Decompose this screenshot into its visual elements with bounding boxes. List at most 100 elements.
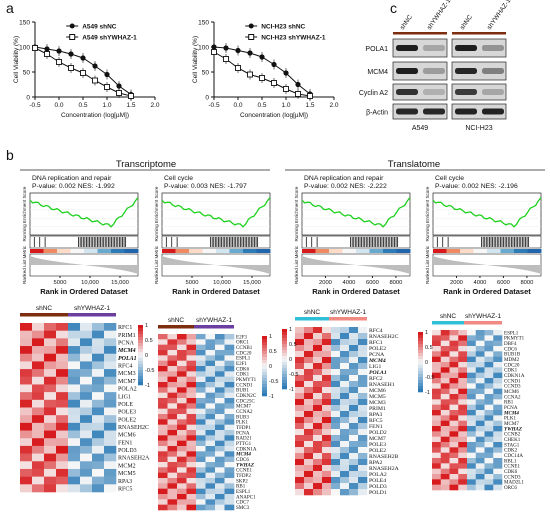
enrichment-plot-frame — [161, 192, 271, 236]
heatmap-cell — [467, 351, 477, 357]
gene-label: RNASEH1 — [369, 382, 395, 388]
heatmap-cell — [440, 474, 450, 480]
heatmap-cell — [177, 350, 187, 356]
gene-label: CCND3 — [504, 384, 521, 390]
heatmap-cell — [322, 477, 332, 484]
heatmap-cell — [467, 399, 477, 405]
rank-axis-label: Rank in Ordered Dataset — [40, 287, 128, 296]
protein-band — [423, 108, 445, 115]
heatmap-cell — [313, 411, 323, 418]
heatmap-cell — [295, 453, 305, 460]
heatmap-cell — [331, 387, 341, 394]
heatmap-cell — [304, 489, 314, 496]
heatmap-cell — [68, 438, 81, 447]
heatmap-cell — [322, 429, 332, 436]
heatmap-cell — [32, 476, 45, 485]
heatmap-cell — [340, 429, 350, 436]
heatmap-cell — [104, 361, 117, 370]
colorbar-segment — [138, 343, 143, 347]
heatmap-cell — [44, 369, 57, 378]
group-label-nc: shNC — [36, 305, 53, 312]
heatmap-cell — [167, 376, 178, 383]
heatmap-cell — [32, 468, 45, 477]
heatmap-cell — [215, 494, 225, 500]
gene-label: POLE3 — [118, 410, 136, 416]
group-label-kd: shYWHAZ-1 — [196, 317, 233, 324]
heatmap-cell — [186, 430, 197, 436]
rank-tick-label: 10,000 — [213, 280, 231, 286]
heatmap-cell — [449, 431, 459, 437]
heatmap-cell — [158, 424, 168, 431]
heatmap-cell — [186, 387, 197, 393]
heatmap-cell — [458, 415, 468, 421]
heatmap-cell — [313, 489, 323, 496]
heatmap-cell — [484, 431, 494, 437]
heatmap-cell — [80, 361, 93, 370]
colorbar-segment — [262, 387, 267, 391]
heatmap-cell — [56, 422, 69, 431]
colorbar-segment — [138, 367, 143, 371]
heatmap-cell — [358, 459, 368, 466]
colorbar-label: -1 — [425, 390, 430, 396]
transcriptome-title: Transcriptome — [116, 159, 176, 170]
colorbar-segment — [138, 373, 143, 377]
ranked-metric-area — [433, 256, 541, 274]
heatmap-cell — [322, 381, 332, 388]
colorbar-segment — [262, 354, 267, 358]
gene-label: MCM4 — [368, 358, 386, 364]
group-bar-kd — [464, 321, 502, 325]
heatmap-cell — [104, 346, 117, 355]
heatmap-cell — [440, 394, 450, 400]
heatmap-cell — [449, 474, 459, 480]
colorbar-label: 0 — [145, 353, 148, 359]
heatmap-cell — [349, 327, 359, 334]
heatmap-cell — [493, 399, 503, 405]
heatmap-cell — [224, 344, 235, 351]
heatmap-cell — [440, 399, 450, 405]
heatmap-cell — [104, 484, 117, 493]
rank-tick-label: 6000 — [366, 280, 379, 286]
heatmap-cell — [68, 476, 81, 485]
heatmap-cell — [167, 355, 178, 361]
colorbar-label: 1 — [145, 323, 148, 329]
gsea-pathway-title: Cell cycle — [164, 175, 193, 182]
heatmap-cell — [432, 362, 442, 368]
legend-marker — [69, 34, 76, 40]
hit-bar-frame — [29, 235, 139, 249]
colorbar-segment — [282, 329, 287, 333]
heatmap-cell — [205, 403, 216, 409]
viability-chart-nci-h23: 0 50 100 150 -0.5 0.0 0.5 1.0 1.5 2.0 Concentratio… — [192, 20, 339, 120]
heatmap-cell — [322, 471, 332, 478]
heatmap-cell — [44, 453, 57, 462]
heatmap-cell — [358, 375, 368, 382]
y-tick-label: 0 — [26, 95, 30, 102]
colorbar-segment — [262, 384, 267, 388]
heatmap-cell — [313, 441, 323, 448]
heatmap-cell — [44, 468, 57, 477]
x-tick-label: 0.0 — [54, 102, 63, 109]
ranked-metric-area — [162, 256, 270, 274]
heatmap-cell — [158, 355, 168, 361]
heatmap-cell — [104, 399, 117, 408]
heatmap-cell — [104, 330, 117, 339]
heatmap-cell — [458, 362, 468, 368]
blot-box — [451, 61, 507, 81]
heatmap-cell — [458, 394, 468, 400]
heatmap-cell — [358, 381, 368, 388]
colorbar-segment — [418, 359, 423, 363]
heatmap-cell — [432, 468, 442, 475]
rank-color-bar — [433, 249, 447, 253]
heatmap-cell — [493, 420, 503, 427]
gene-label: RPA2 — [369, 460, 383, 466]
heatmap-cell — [215, 398, 225, 404]
heatmap-cell — [484, 378, 494, 384]
heatmap-cell — [215, 387, 225, 393]
heatmap-cell — [215, 376, 225, 383]
protein-band — [455, 68, 477, 74]
heatmap-cell — [440, 351, 450, 357]
heatmap-cell — [467, 394, 477, 400]
heatmap-cell — [313, 357, 323, 364]
rank-color-bar — [202, 249, 217, 253]
heatmap-cell — [340, 489, 350, 496]
